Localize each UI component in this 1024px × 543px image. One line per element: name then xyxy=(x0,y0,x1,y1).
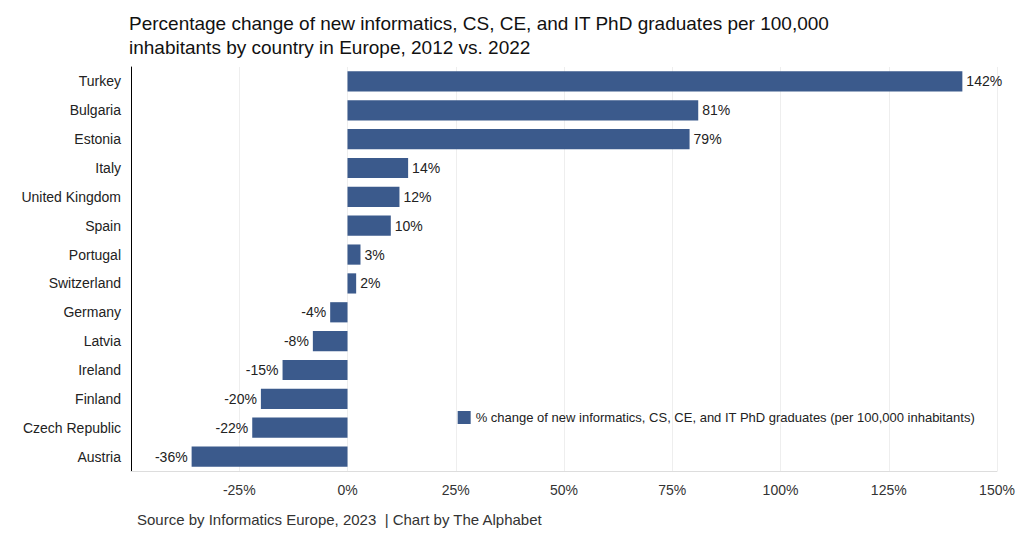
svg-text:Bulgaria: Bulgaria xyxy=(70,102,122,118)
svg-text:75%: 75% xyxy=(658,482,686,498)
svg-text:% change of new informatics, C: % change of new informatics, CS, CE, and… xyxy=(476,410,975,425)
svg-text:81%: 81% xyxy=(702,102,730,118)
svg-text:-8%: -8% xyxy=(284,333,309,349)
svg-text:12%: 12% xyxy=(403,189,431,205)
svg-text:Czech Republic: Czech Republic xyxy=(23,420,121,436)
svg-text:United Kingdom: United Kingdom xyxy=(21,189,121,205)
svg-text:50%: 50% xyxy=(550,482,578,498)
svg-text:Estonia: Estonia xyxy=(74,131,121,147)
svg-text:-15%: -15% xyxy=(246,362,279,378)
svg-text:125%: 125% xyxy=(871,482,907,498)
svg-text:inhabitants by country in Euro: inhabitants by country in Europe, 2012 v… xyxy=(129,37,530,58)
svg-text:0%: 0% xyxy=(337,482,357,498)
svg-text:Turkey: Turkey xyxy=(79,73,121,89)
svg-text:150%: 150% xyxy=(979,482,1015,498)
svg-text:Ireland: Ireland xyxy=(78,362,121,378)
svg-text:-4%: -4% xyxy=(301,304,326,320)
svg-text:Source by Informatics Europe,: Source by Informatics Europe, 2023 | Cha… xyxy=(137,511,543,528)
svg-text:3%: 3% xyxy=(364,247,384,263)
svg-text:Percentage change of new infor: Percentage change of new informatics, CS… xyxy=(129,13,829,34)
svg-text:Latvia: Latvia xyxy=(84,333,122,349)
svg-text:25%: 25% xyxy=(442,482,470,498)
svg-text:Austria: Austria xyxy=(77,449,121,465)
svg-text:Finland: Finland xyxy=(75,391,121,407)
svg-text:10%: 10% xyxy=(395,218,423,234)
svg-text:142%: 142% xyxy=(966,73,1002,89)
svg-text:Switzerland: Switzerland xyxy=(49,275,121,291)
svg-text:100%: 100% xyxy=(763,482,799,498)
svg-text:Italy: Italy xyxy=(95,160,121,176)
svg-text:-36%: -36% xyxy=(155,449,188,465)
svg-text:-20%: -20% xyxy=(224,391,257,407)
svg-text:Germany: Germany xyxy=(63,304,121,320)
svg-text:Portugal: Portugal xyxy=(69,247,121,263)
svg-text:-22%: -22% xyxy=(216,420,249,436)
svg-text:79%: 79% xyxy=(694,131,722,147)
svg-text:Spain: Spain xyxy=(85,218,121,234)
svg-text:2%: 2% xyxy=(360,275,380,291)
svg-text:14%: 14% xyxy=(412,160,440,176)
svg-text:-25%: -25% xyxy=(223,482,256,498)
